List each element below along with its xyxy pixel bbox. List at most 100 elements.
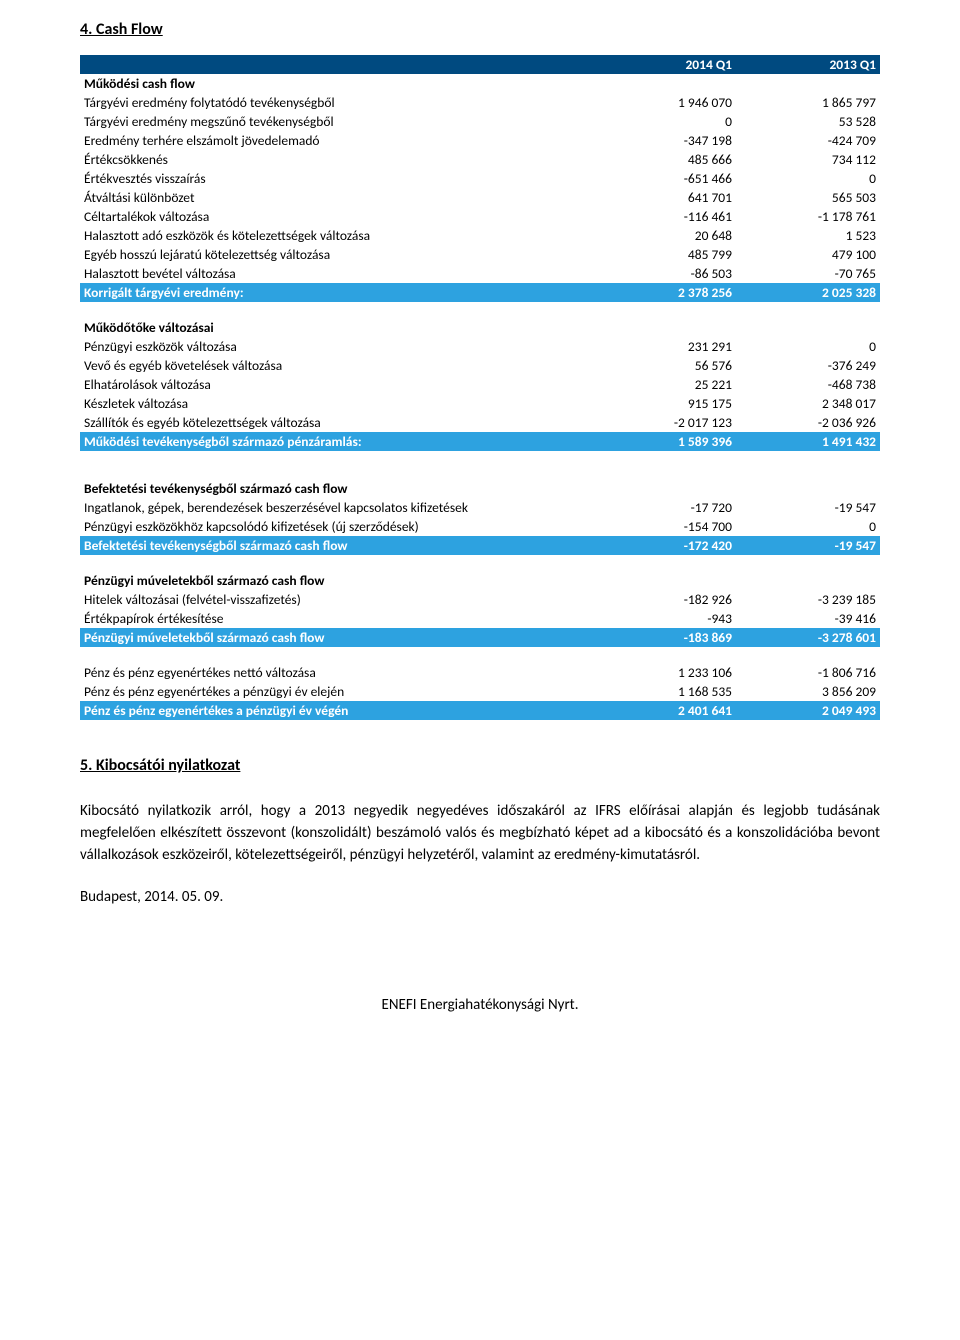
highlight-row: Pénzügyi múveletekből származó cash flow… [80, 628, 880, 647]
table-header-row: 2014 Q1 2013 Q1 [80, 55, 880, 74]
row-value: 1 168 535 [592, 682, 736, 701]
block4-title: Pénzügyi múveletekből származó cash flow [80, 571, 592, 590]
row-value: 1 233 106 [592, 663, 736, 682]
row-label: Értékpapírok értékesítése [80, 609, 592, 628]
block1-title: Működési cash flow [80, 74, 592, 93]
section5-title: 5. Kibocsátói nyilatkozat [80, 756, 880, 775]
table-row: Értékvesztés visszaírás-651 4660 [80, 169, 880, 188]
row-label: Átváltási különbözet [80, 188, 592, 207]
row-value: 641 701 [592, 188, 736, 207]
row-value: -2 036 926 [736, 413, 880, 432]
table-row: Tárgyévi eredmény megszűnő tevékenységbő… [80, 112, 880, 131]
row-value: 2 348 017 [736, 394, 880, 413]
row-label: Vevő és egyéb követelések változása [80, 356, 592, 375]
row-label: Korrigált tárgyévi eredmény: [80, 283, 592, 302]
row-value: 1 491 432 [736, 432, 880, 451]
table-row: Tárgyévi eredmény folytatódó tevékenység… [80, 93, 880, 112]
row-label: Eredmény terhére elszámolt jövedelemadó [80, 131, 592, 150]
row-value: -19 547 [736, 536, 880, 555]
row-label: Halasztott bevétel változása [80, 264, 592, 283]
row-label: Befektetési tevékenységből származó cash… [80, 536, 592, 555]
row-label: Pénzügyi eszközökhöz kapcsolódó kifizeté… [80, 517, 592, 536]
table-row: Elhatárolások változása25 221-468 738 [80, 375, 880, 394]
table-row: Pénz és pénz egyenértékes a pénzügyi év … [80, 682, 880, 701]
table-row: Átváltási különbözet641 701565 503 [80, 188, 880, 207]
row-label: Pénz és pénz egyenértékes a pénzügyi év … [80, 701, 592, 720]
block-title-row: Működési cash flow [80, 74, 880, 93]
cashflow-table: 2014 Q1 2013 Q1 Működési cash flow Tárgy… [80, 55, 880, 720]
row-value: 1 946 070 [592, 93, 736, 112]
row-value: -116 461 [592, 207, 736, 226]
row-label: Ingatlanok, gépek, berendezések beszerzé… [80, 498, 592, 517]
row-label: Tárgyévi eredmény megszűnő tevékenységbő… [80, 112, 592, 131]
gap-row [80, 555, 880, 571]
gap-row [80, 647, 880, 663]
row-value: -19 547 [736, 498, 880, 517]
row-value: 479 100 [736, 245, 880, 264]
row-value: 2 378 256 [592, 283, 736, 302]
row-value: 2 049 493 [736, 701, 880, 720]
gap-row [80, 302, 880, 318]
table-row: Értékpapírok értékesítése-943-39 416 [80, 609, 880, 628]
row-label: Működési tevékenységből származó pénzára… [80, 432, 592, 451]
row-value: -183 869 [592, 628, 736, 647]
table-row: Hitelek változásai (felvétel-visszafizet… [80, 590, 880, 609]
row-value: 1 589 396 [592, 432, 736, 451]
section5-body: Kibocsátó nyilatkozik arról, hogy a 2013… [80, 801, 880, 866]
row-value: -424 709 [736, 131, 880, 150]
gap-row [80, 451, 880, 479]
row-value: -468 738 [736, 375, 880, 394]
row-label: Szállítók és egyéb kötelezettségek válto… [80, 413, 592, 432]
row-label: Pénzügyi eszközök változása [80, 337, 592, 356]
block3-title: Befektetési tevékenységből származó cash… [80, 479, 592, 498]
row-value: 565 503 [736, 188, 880, 207]
table-row: Egyéb hosszú lejáratú kötelezettség vált… [80, 245, 880, 264]
row-value: 0 [592, 112, 736, 131]
row-value: -3 278 601 [736, 628, 880, 647]
row-label: Halasztott adó eszközök és kötelezettség… [80, 226, 592, 245]
block2-title: Működőtőke változásai [80, 318, 592, 337]
row-value: 485 799 [592, 245, 736, 264]
row-value: -172 420 [592, 536, 736, 555]
row-value: 0 [736, 169, 880, 188]
table-row: Ingatlanok, gépek, berendezések beszerzé… [80, 498, 880, 517]
row-value: -3 239 185 [736, 590, 880, 609]
header-col-2013: 2013 Q1 [736, 55, 880, 74]
highlight-row: Működési tevékenységből származó pénzára… [80, 432, 880, 451]
table-row: Szállítók és egyéb kötelezettségek válto… [80, 413, 880, 432]
block-title-row: Befektetési tevékenységből származó cash… [80, 479, 880, 498]
row-value: 1 865 797 [736, 93, 880, 112]
row-label: Elhatárolások változása [80, 375, 592, 394]
row-value: 0 [736, 337, 880, 356]
section5-date: Budapest, 2014. 05. 09. [80, 888, 880, 906]
row-value: 915 175 [592, 394, 736, 413]
row-value: -2 017 123 [592, 413, 736, 432]
table-row: Eredmény terhére elszámolt jövedelemadó-… [80, 131, 880, 150]
row-label: Pénz és pénz egyenértékes nettó változás… [80, 663, 592, 682]
row-label: Hitelek változásai (felvétel-visszafizet… [80, 590, 592, 609]
table-row: Pénzügyi eszközök változása231 2910 [80, 337, 880, 356]
table-row: Vevő és egyéb követelések változása56 57… [80, 356, 880, 375]
row-value: -17 720 [592, 498, 736, 517]
row-value: 231 291 [592, 337, 736, 356]
table-row: Halasztott bevétel változása-86 503-70 7… [80, 264, 880, 283]
highlight-row: Pénz és pénz egyenértékes a pénzügyi év … [80, 701, 880, 720]
row-value: 53 528 [736, 112, 880, 131]
row-label: Készletek változása [80, 394, 592, 413]
header-col-2014: 2014 Q1 [592, 55, 736, 74]
row-value: -347 198 [592, 131, 736, 150]
row-value: -1 178 761 [736, 207, 880, 226]
row-label: Pénz és pénz egyenértékes a pénzügyi év … [80, 682, 592, 701]
table-row: Pénzügyi eszközökhöz kapcsolódó kifizeté… [80, 517, 880, 536]
block-title-row: Működőtőke változásai [80, 318, 880, 337]
row-value: 20 648 [592, 226, 736, 245]
row-value: -154 700 [592, 517, 736, 536]
row-value: -39 416 [736, 609, 880, 628]
row-value: -70 765 [736, 264, 880, 283]
row-label: Pénzügyi múveletekből származó cash flow [80, 628, 592, 647]
row-label: Értékvesztés visszaírás [80, 169, 592, 188]
row-value: -376 249 [736, 356, 880, 375]
row-value: -1 806 716 [736, 663, 880, 682]
row-value: 3 856 209 [736, 682, 880, 701]
section4-title: 4. Cash Flow [80, 20, 880, 39]
